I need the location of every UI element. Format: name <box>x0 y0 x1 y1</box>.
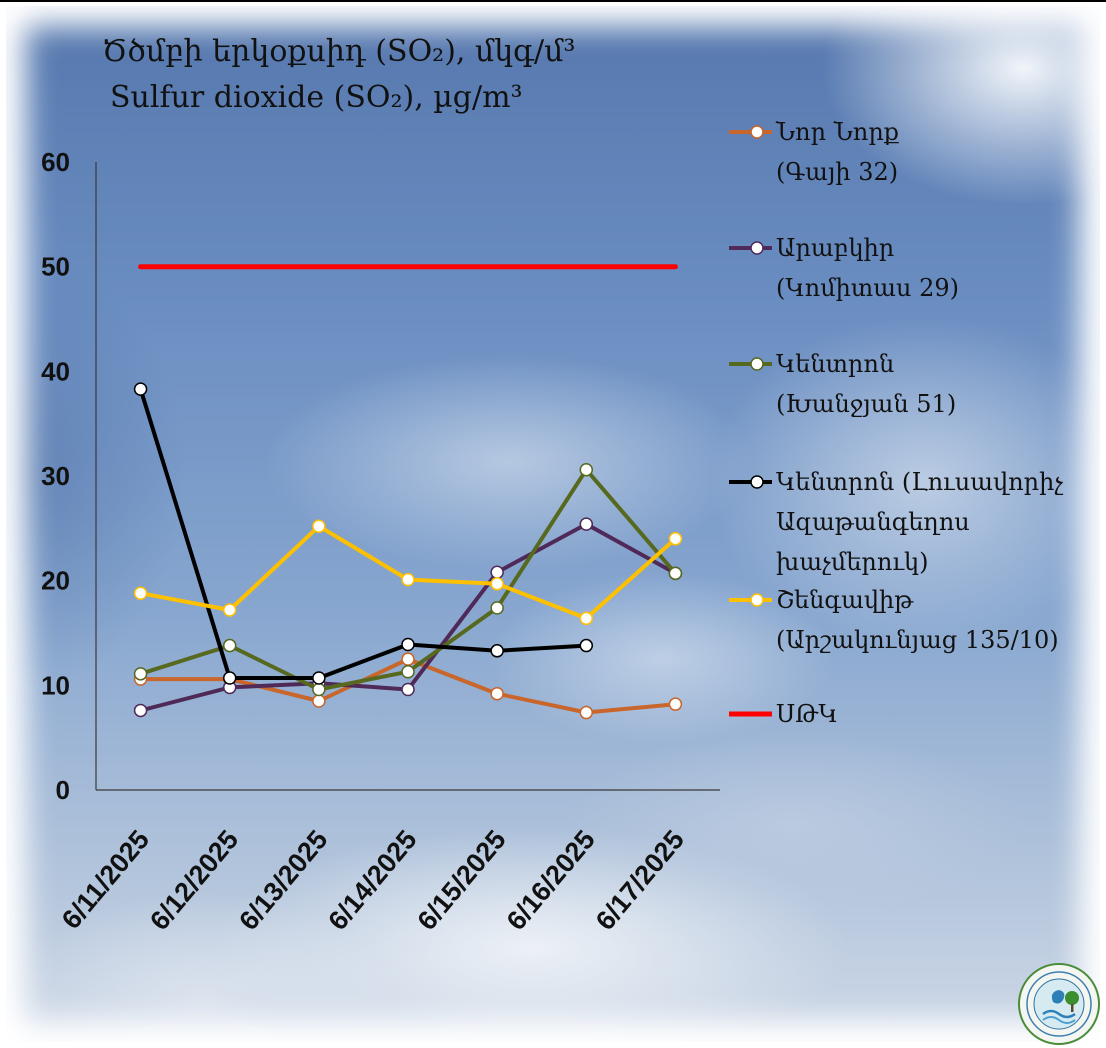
data-point-series-3-1 <box>133 667 148 681</box>
chart-title: Ծծմբի երկօքսիդ (SO₂), մկգ/մ³ <box>102 34 576 69</box>
legend-swatch-limit-line <box>729 711 772 717</box>
data-point-series-5-6 <box>579 611 594 626</box>
environmental-monitoring-emblem-icon <box>1018 963 1100 1045</box>
data-point-series-3-3 <box>312 682 326 697</box>
y-tick-label-50: 50 <box>41 252 70 282</box>
series-line-4 <box>138 387 589 680</box>
x-tick-label-5: 6/15/2025 <box>412 825 512 936</box>
data-point-series-5-3 <box>312 519 326 533</box>
data-point-series-4-5 <box>490 644 504 658</box>
legend-label-limit-line: ՍԹԿ <box>776 700 838 728</box>
data-point-series-3-4 <box>401 664 415 679</box>
y-tick-label-60: 60 <box>41 147 70 177</box>
data-point-series-1-6 <box>579 705 594 720</box>
legend-swatch-series-3 <box>729 357 772 371</box>
data-point-series-2-6 <box>579 517 594 531</box>
data-point-series-3-5 <box>490 601 504 615</box>
x-tick-label-6: 6/16/2025 <box>501 825 601 936</box>
data-point-series-1-5 <box>490 686 504 701</box>
x-tick-label-1: 6/11/2025 <box>56 825 155 935</box>
series-line-2 <box>138 522 678 713</box>
data-point-series-1-3 <box>312 694 326 708</box>
legend-item-series-4: Կենտրոն (Լուսավորիչ Ազաթանգեղոս խաչմերու… <box>726 462 1096 576</box>
legend-swatch-series-1 <box>729 125 772 139</box>
data-point-series-4-6 <box>579 638 594 653</box>
legend-item-series-2: Արաբկիր (Կոմիտաս 29) <box>726 228 1096 302</box>
legend-label-series-1: Նոր Նորք (Գայի 32) <box>776 118 900 186</box>
x-tick-label-3: 6/13/2025 <box>233 825 333 936</box>
data-point-series-5-2 <box>222 603 237 617</box>
legend-label-series-2: Արաբկիր (Կոմիտաս 29) <box>776 234 959 302</box>
data-point-series-4-3 <box>312 671 326 685</box>
legend-item-series-3: Կենտրոն (Խանջյան 51) <box>726 344 1096 418</box>
data-point-series-3-2 <box>222 638 237 653</box>
data-point-series-1-4 <box>401 652 415 666</box>
y-tick-label-30: 30 <box>41 461 70 491</box>
legend-item-limit-line: ՍԹԿ <box>726 694 1096 734</box>
y-tick-label-10: 10 <box>41 670 70 700</box>
series-line-5 <box>138 524 678 621</box>
data-point-series-5-5 <box>490 577 504 591</box>
data-point-series-2-5 <box>490 565 504 580</box>
data-point-series-4-4 <box>401 637 415 652</box>
legend-label-series-5: Շենգավիթ (Արշակունյաց 135/10) <box>776 586 1059 654</box>
data-point-series-2-4 <box>401 682 415 697</box>
legend-swatch-series-2 <box>729 241 772 255</box>
x-tick-label-4: 6/14/2025 <box>322 825 422 936</box>
top-border-line <box>0 0 1106 2</box>
data-point-series-5-1 <box>133 586 148 600</box>
x-tick-label-2: 6/12/2025 <box>144 825 244 936</box>
y-tick-label-20: 20 <box>41 566 70 596</box>
legend-label-series-4: Կենտրոն (Լուսավորիչ Ազաթանգեղոս խաչմերու… <box>776 468 1064 576</box>
x-tick-label-7: 6/17/2025 <box>590 825 690 936</box>
legend-swatch-series-4 <box>729 475 772 489</box>
data-point-series-1-7 <box>668 697 683 711</box>
data-point-series-5-4 <box>401 572 415 587</box>
y-tick-label-0: 0 <box>56 775 70 805</box>
y-tick-label-40: 40 <box>41 356 70 386</box>
legend-item-series-5: Շենգավիթ (Արշակունյաց 135/10) <box>726 580 1096 654</box>
data-point-series-5-7 <box>668 532 683 546</box>
chart-subtitle: Sulfur dioxide (SO₂), µg/m³ <box>110 80 523 115</box>
data-point-series-2-1 <box>133 703 148 718</box>
data-point-series-4-2 <box>222 671 237 685</box>
legend-swatch-series-5 <box>729 593 772 607</box>
data-point-series-3-7 <box>668 566 683 581</box>
data-point-series-3-6 <box>579 462 594 477</box>
legend-label-series-3: Կենտրոն (Խանջյան 51) <box>776 350 957 418</box>
legend-item-series-1: Նոր Նորք (Գայի 32) <box>726 112 1096 186</box>
data-point-series-4-1 <box>133 382 148 396</box>
